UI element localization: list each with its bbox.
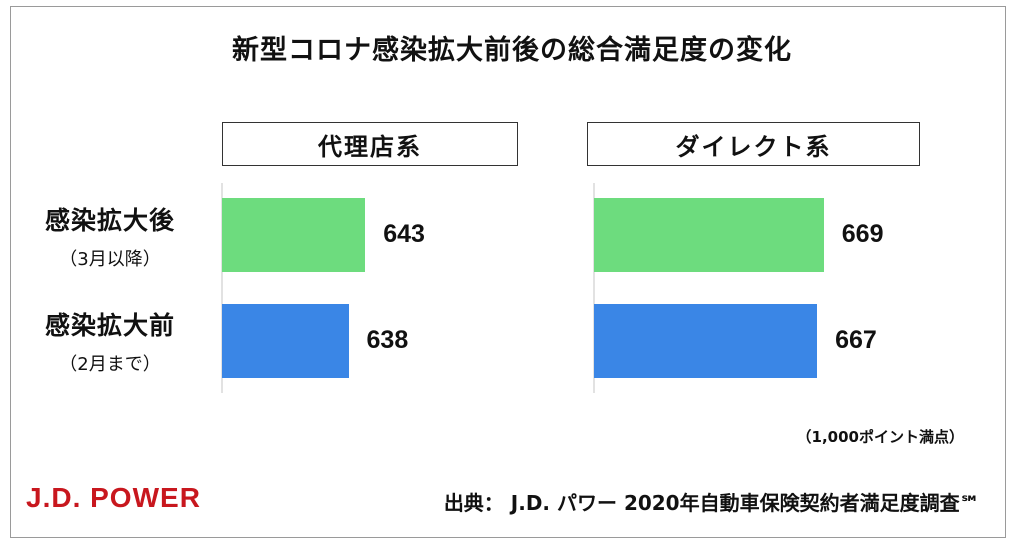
chart-title: 新型コロナ感染拡大前後の総合満足度の変化 [232, 35, 792, 66]
value-label-agency-before: 638 [366, 326, 409, 354]
panel-header-direct: ダイレクト系 [587, 122, 920, 166]
value-label-agency-after: 643 [383, 220, 425, 248]
bar-agency-before [222, 304, 349, 378]
row-label-after-sub: （3月以降） [59, 249, 161, 270]
bar-direct-after [594, 198, 824, 272]
row-label-after: 感染拡大後 （3月以降） [20, 201, 200, 271]
row-label-before-main: 感染拡大前 [44, 311, 175, 340]
row-label-after-main: 感染拡大後 [44, 206, 175, 235]
bar-agency-after [222, 198, 366, 272]
bar-direct-before [594, 304, 818, 378]
panel-axis-direct [593, 183, 595, 393]
source-note: 出典： J.D. パワー 2020年自動車保険契約者満足度調査℠ [443, 491, 980, 515]
panel-header-agency: 代理店系 [222, 122, 518, 166]
jd-power-logo: J.D. POWER [26, 482, 201, 513]
row-label-before-sub: （2月まで） [59, 354, 161, 375]
chart-frame [10, 6, 1006, 538]
value-label-direct-after: 669 [841, 220, 884, 248]
row-label-before: 感染拡大前 （2月まで） [20, 306, 200, 376]
value-label-direct-before: 667 [835, 326, 877, 354]
panel-axis-agency [221, 183, 223, 393]
unit-note: （1,000ポイント満点） [796, 428, 964, 446]
